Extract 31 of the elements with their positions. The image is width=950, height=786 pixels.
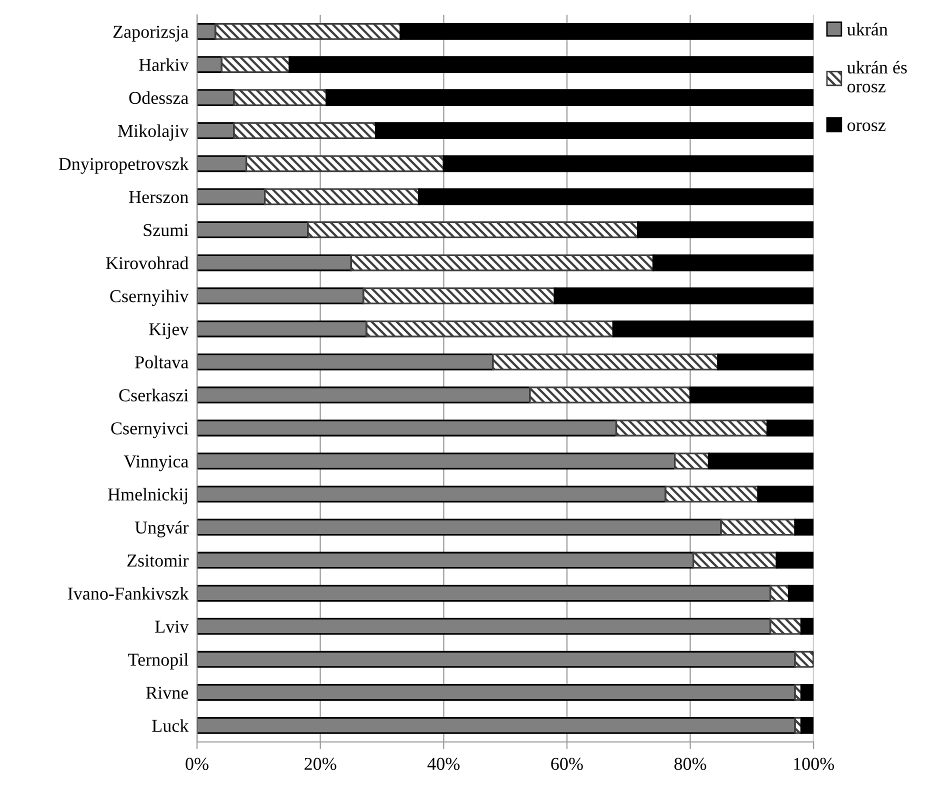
- y-tick-label: Hmelnickij: [108, 488, 188, 504]
- y-tick-label: Ivano-Fankivszk: [68, 587, 189, 600]
- y-tick-label: Ternopil: [128, 653, 188, 670]
- legend-label: orosz: [848, 122, 886, 132]
- legend-label: ukrán: [847, 22, 888, 36]
- y-tick-label: Odessza: [129, 91, 188, 104]
- y-tick-label: Mikolajiv: [118, 124, 189, 141]
- y-tick-label: Cserkaszi: [119, 388, 188, 402]
- y-tick-label: Herszon: [129, 191, 188, 204]
- y-tick-label: Poltava: [135, 356, 188, 368]
- x-tick-label: 20%: [304, 758, 336, 770]
- y-tick-label: Zaporizsja: [113, 26, 188, 42]
- y-tick-label: Rivne: [146, 686, 188, 699]
- x-tick-label: 80%: [674, 758, 706, 770]
- y-tick-label: Szumi: [144, 224, 188, 236]
- y-tick-label: Harkiv: [139, 58, 189, 71]
- y-tick-label: Vinnyica: [124, 455, 188, 472]
- y-tick-label: Kirovohrad: [106, 256, 188, 270]
- y-tick-label: Zsitomir: [127, 554, 189, 567]
- y-tick-label: Csernyivci: [111, 422, 188, 438]
- y-tick-label: Lviv: [155, 620, 189, 633]
- x-tick-label: 60%: [551, 758, 583, 770]
- legend-label: ukrán és orosz: [847, 60, 907, 92]
- y-tick-label: Ungvár: [134, 520, 189, 538]
- x-tick-label: 0%: [186, 758, 208, 770]
- y-tick-label: Dnyipropetrovszk: [58, 157, 189, 174]
- y-tick-label: Kijev: [149, 323, 189, 339]
- x-tick-label: 40%: [427, 758, 460, 770]
- y-tick-label: Csernyihiv: [110, 290, 189, 306]
- x-tick-label: 100%: [794, 758, 834, 770]
- y-tick-label: Luck: [152, 719, 189, 732]
